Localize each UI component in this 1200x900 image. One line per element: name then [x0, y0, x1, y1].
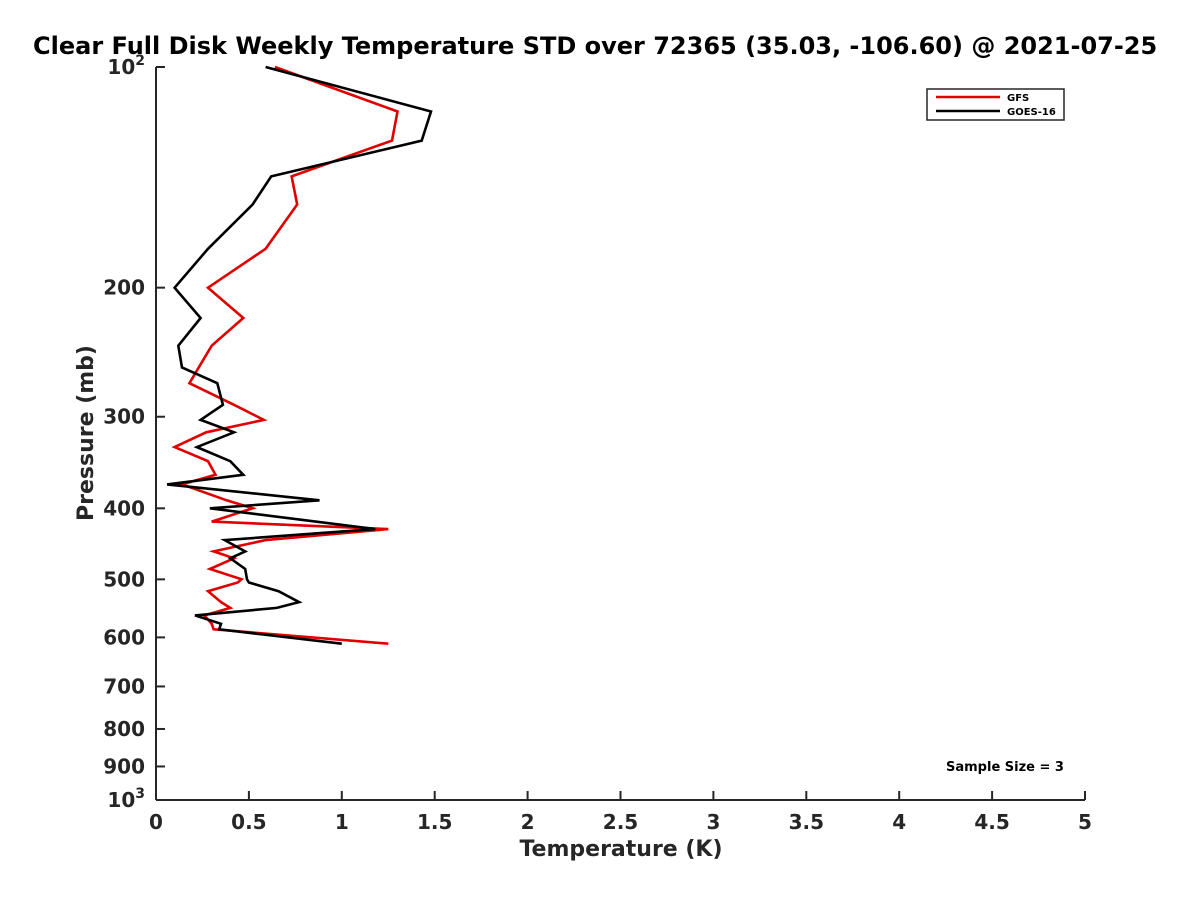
- x-tick-label: 2: [521, 810, 535, 834]
- x-tick-label: 4: [892, 810, 906, 834]
- x-tick-label: 1.5: [417, 810, 452, 834]
- x-tick-label: 4.5: [974, 810, 1009, 834]
- y-tick-label: 200: [103, 276, 145, 300]
- x-tick-label: 1: [335, 810, 349, 834]
- series-line-gfs: [171, 65, 399, 645]
- y-tick-label: 700: [103, 674, 145, 698]
- legend-label-gfs: GFS: [1007, 93, 1029, 104]
- y-tick-label: 600: [103, 625, 145, 649]
- y-tick-exponent: 3: [135, 786, 145, 802]
- series-line-goes-16: [166, 65, 433, 645]
- x-axis-label: Temperature (K): [519, 837, 722, 862]
- x-tick-label: 3.5: [789, 810, 824, 834]
- y-tick-label: 800: [103, 717, 145, 741]
- x-tick-label: 2.5: [603, 810, 638, 834]
- legend: GFS GOES-16: [926, 88, 1065, 121]
- y-tick-exponent: 2: [135, 53, 145, 69]
- y-axis-label: Pressure (mb): [74, 345, 99, 521]
- chart-title: Clear Full Disk Weekly Temperature STD o…: [33, 32, 1157, 60]
- x-tick-label: 0.5: [231, 810, 266, 834]
- y-tick-label: 900: [103, 754, 145, 778]
- legend-box: [926, 88, 1065, 121]
- y-tick-label: 400: [103, 496, 145, 520]
- axes: 0 0.5 1 1.5 2 2.5 3 3.5 4 4.5 5 102 200 300 400 500 600 7…: [103, 53, 1092, 834]
- sample-size-annotation: Sample Size = 3: [946, 760, 1064, 775]
- y-tick-label: 500: [103, 567, 145, 591]
- y-tick-label: 300: [103, 405, 145, 429]
- x-tick-label: 3: [706, 810, 720, 834]
- series-layer: [166, 65, 433, 645]
- y-tick-label: 102: [107, 53, 145, 79]
- x-tick-label: 5: [1078, 810, 1092, 834]
- legend-label-goes-16: GOES-16: [1007, 107, 1056, 118]
- x-tick-label: 0: [149, 810, 163, 834]
- y-tick-label: 103: [107, 786, 145, 812]
